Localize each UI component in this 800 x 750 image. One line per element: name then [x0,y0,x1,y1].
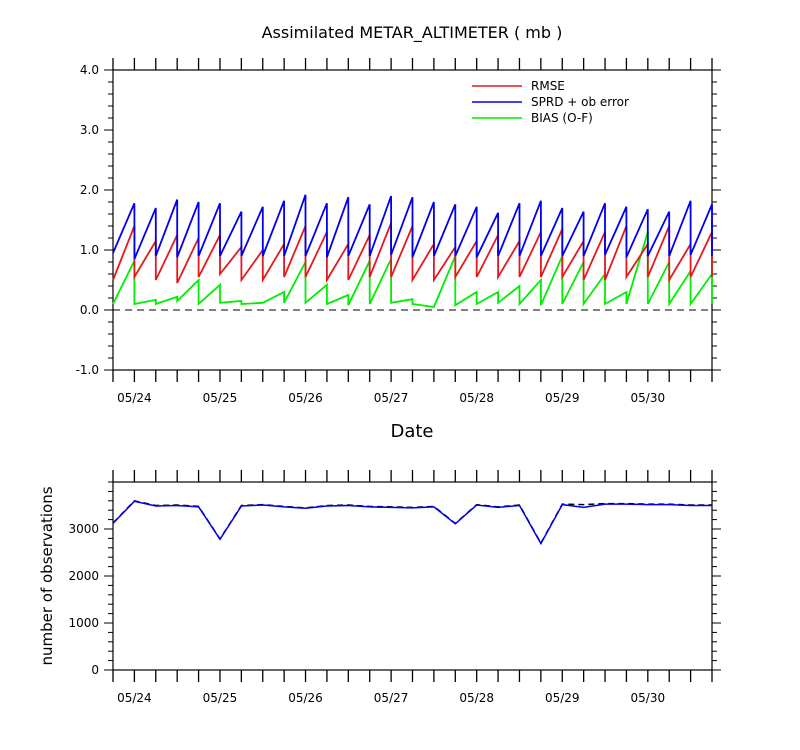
y-tick-label: 1.0 [80,243,99,257]
x-axis-label: Date [390,421,433,442]
series-line-sprd-ob-error [112,194,713,260]
x-tick-label: 05/29 [545,691,580,705]
legend: RMSE SPRD + ob error BIAS (O-F) [472,79,629,125]
y-tick-label: 4.0 [80,63,99,77]
y-tick-label: 2000 [68,569,99,583]
series-line-observations-possible [112,499,712,545]
series-line-bias-o-f- [112,231,713,308]
plot-frame-bottom [112,481,713,671]
y-tick-label: -1.0 [76,363,99,377]
legend-label-1: SPRD + ob error [531,95,629,109]
y-axis-label-observations: number of observations [38,486,56,665]
x-tick-label: 05/27 [374,391,409,405]
chart-title: Assimilated METAR_ALTIMETER ( mb ) [262,23,563,43]
legend-label-0: RMSE [531,79,565,93]
x-tick-label: 05/30 [631,691,666,705]
y-tick-label: 3000 [68,522,99,536]
x-tick-label: 05/25 [203,391,238,405]
y-tick-label: 3.0 [80,123,99,137]
x-tick-label: 05/28 [459,691,494,705]
plot-top: 05/24 05/25 05/26 05/27 05/28 05/29 05/30 -1.0 0… [76,58,721,405]
plot-bottom: 05/24 05/25 05/26 05/27 05/28 05/29 05/30 0 1000… [68,470,721,705]
legend-label-2: BIAS (O-F) [531,111,593,125]
x-tick-label: 05/24 [117,391,152,405]
x-tick-label: 05/24 [117,691,152,705]
x-tick-label: 05/27 [374,691,409,705]
y-tick-label: 0.0 [80,303,99,317]
y-tick-label: 1000 [68,616,99,630]
y-tick-label: 0 [91,663,99,677]
x-tick-label: 05/26 [288,691,323,705]
y-tick-label: 2.0 [80,183,99,197]
x-tick-label: 05/26 [288,391,323,405]
x-tick-label: 05/30 [631,391,666,405]
series-line-observations-used [112,500,712,546]
x-tick-label: 05/25 [203,691,238,705]
x-tick-label: 05/29 [545,391,580,405]
x-tick-label: 05/28 [459,391,494,405]
